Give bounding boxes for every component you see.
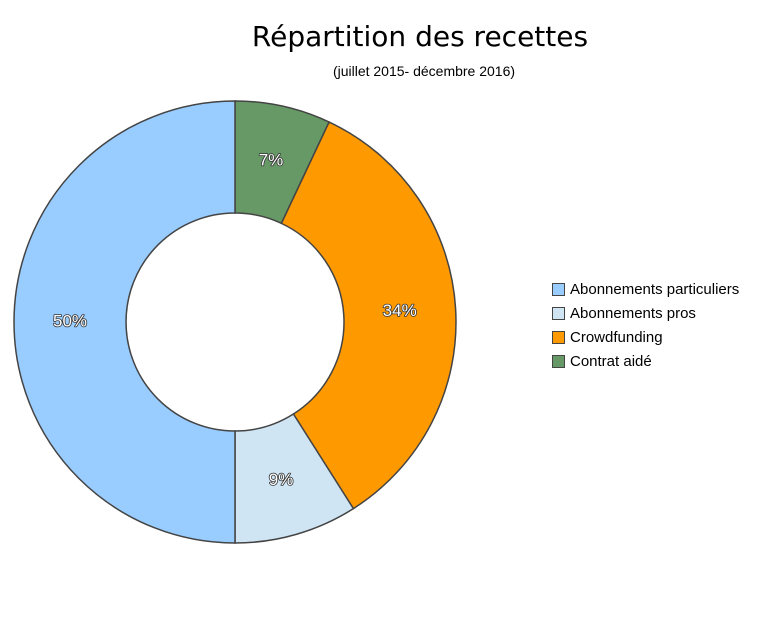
legend-label: Contrat aidé	[570, 352, 652, 370]
legend-item-contrat-aide: Contrat aidé	[552, 349, 739, 373]
legend-swatch	[552, 354, 565, 368]
legend-item-abonnements-particuliers: Abonnements particuliers	[552, 277, 739, 301]
legend-item-crowdfunding: Crowdfunding	[552, 325, 739, 349]
slice-label-contrat-aide: 7%	[259, 150, 284, 169]
legend-label: Crowdfunding	[570, 328, 663, 346]
slice-abonnements-particuliers	[13, 100, 236, 544]
donut-slices	[13, 100, 457, 544]
chart-subtitle: (juillet 2015- décembre 2016)	[332, 63, 516, 79]
legend-swatch	[552, 282, 565, 296]
chart-legend: Abonnements particuliers Abonnements pros…	[552, 277, 739, 373]
slice-label-abonnements-pros: 9%	[269, 470, 294, 489]
slice-label-abonnements-particuliers: 50%	[53, 311, 87, 330]
legend-swatch	[552, 330, 565, 344]
legend-swatch	[552, 306, 565, 320]
slice-crowdfunding	[280, 121, 457, 510]
legend-item-abonnements-pros: Abonnements pros	[552, 301, 739, 325]
legend-label: Abonnements pros	[570, 304, 696, 322]
chart-title: Répartition des recettes	[251, 20, 589, 53]
legend-label: Abonnements particuliers	[570, 280, 740, 298]
slice-label-crowdfunding: 34%	[383, 301, 417, 320]
slice-labels: 7% 34% 9% 50%	[52, 150, 417, 490]
